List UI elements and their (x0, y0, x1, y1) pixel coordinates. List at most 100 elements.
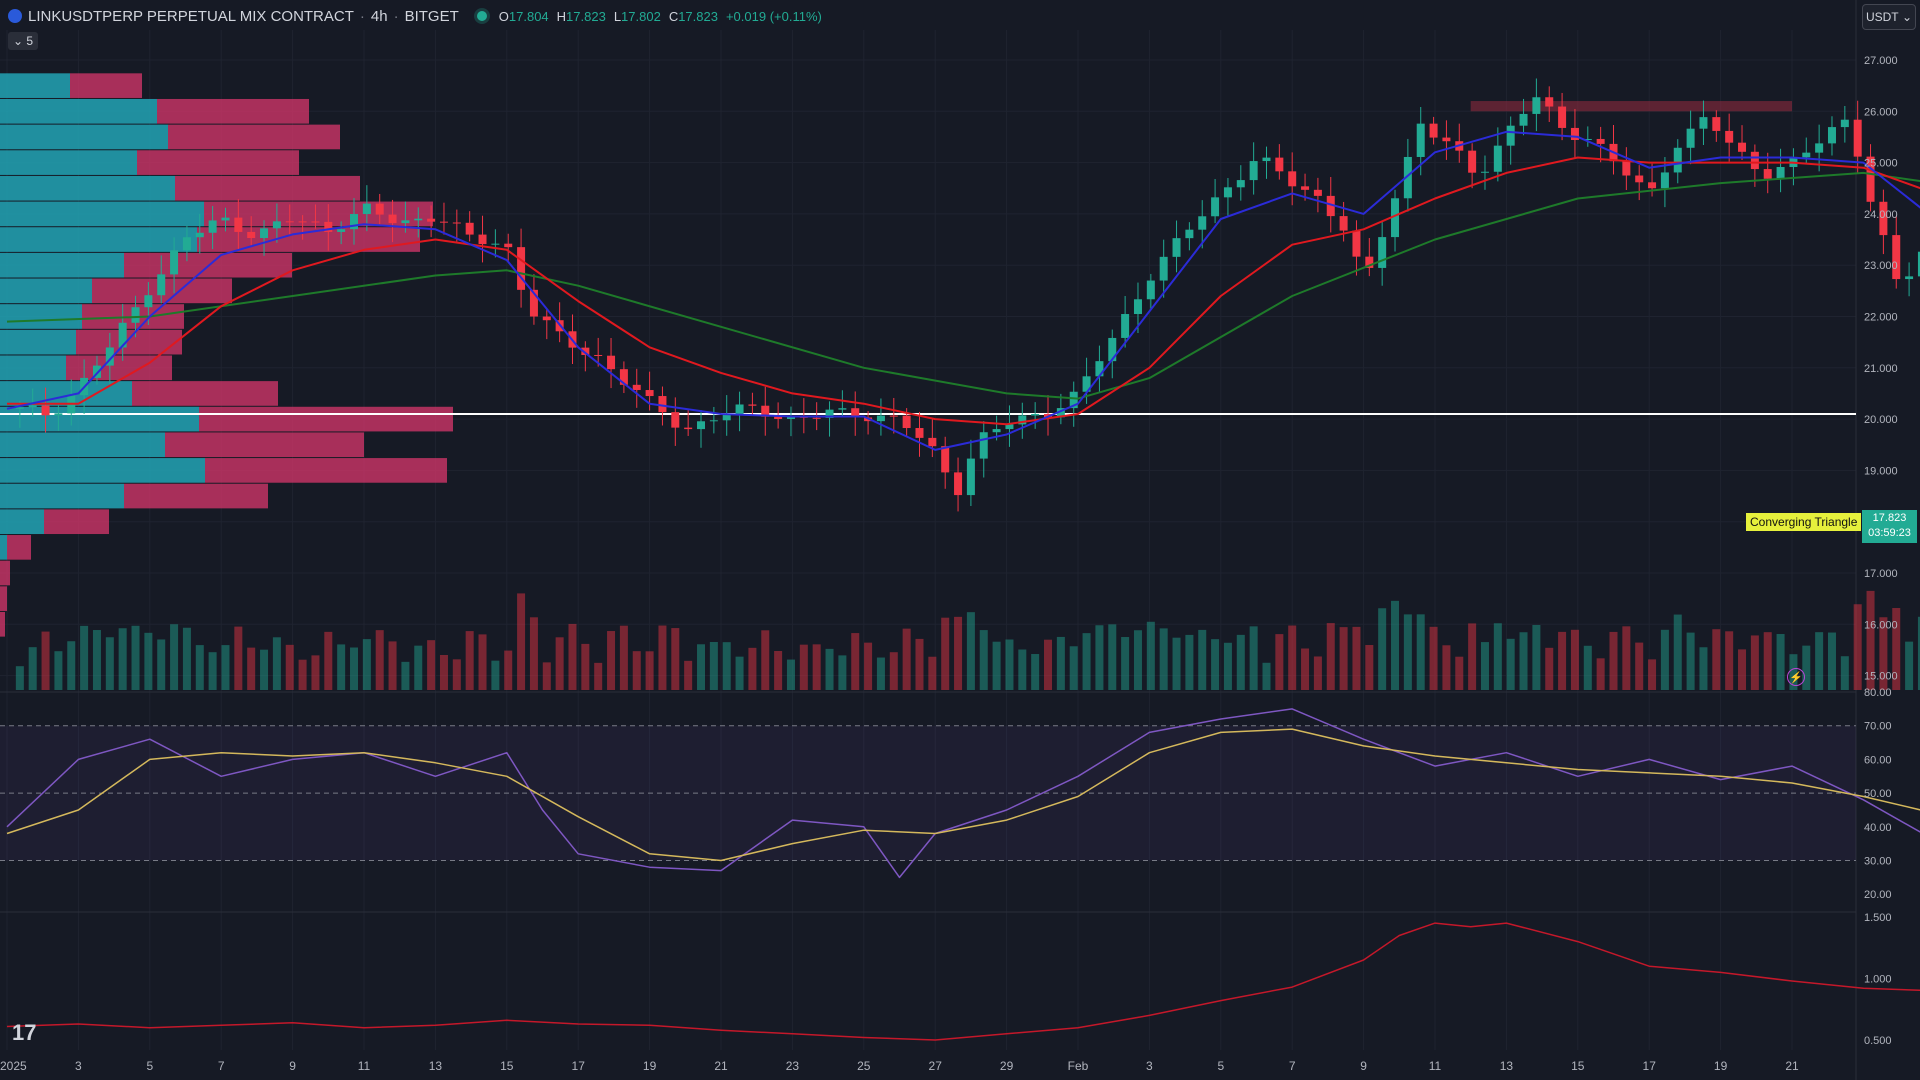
volume-profile-up-bar (0, 175, 175, 201)
candle-body (1879, 201, 1888, 236)
volume-profile-down-bar (7, 535, 31, 560)
volume-profile-up-bar (0, 73, 70, 98)
candle-body (1018, 415, 1027, 425)
price-axis-label: 17.000 (1864, 568, 1898, 580)
volume-bar (1866, 590, 1875, 690)
currency-select[interactable]: USDT ⌄ (1862, 4, 1916, 30)
indicators-collapse-button[interactable]: ⌄ 5 (8, 32, 38, 50)
time-axis-label: 9 (289, 1059, 296, 1073)
candle-body (1236, 180, 1245, 188)
volume-bar (1108, 624, 1117, 690)
volume-bar (144, 632, 153, 690)
time-axis-label: 5 (146, 1059, 153, 1073)
candle-body (1326, 195, 1335, 217)
candle-body (761, 405, 770, 417)
candle-body (1275, 157, 1284, 172)
price-axis-label: 27.000 (1864, 55, 1898, 67)
volume-profile-down-bar (199, 406, 453, 432)
time-axis-label: 13 (429, 1059, 443, 1073)
candle-body (1378, 237, 1387, 268)
volume-profile-down-bar (137, 150, 299, 175)
candle-body (1442, 137, 1451, 142)
candle-body (1211, 197, 1220, 217)
volume-bar (1455, 656, 1464, 690)
volume-profile-up-bar (0, 432, 165, 458)
volume-bar (889, 652, 898, 690)
chart-header: LINKUSDTPERP PERPETUAL MIX CONTRACT · 4h… (8, 6, 822, 26)
candle-body (1802, 152, 1811, 158)
price-axis-label: 20.000 (1864, 414, 1898, 426)
candle-body (1686, 128, 1695, 148)
volume-bar (491, 660, 500, 690)
time-axis-label: 29 (1000, 1059, 1014, 1073)
candle-body (439, 221, 448, 223)
candle-body (1712, 117, 1721, 131)
volume-bar (157, 639, 166, 690)
volume-bar (1840, 656, 1849, 690)
rsi-pane[interactable]: 80.00 70.00 60.00 50.00 40.00 30.00 20.00 (0, 687, 1920, 901)
lightning-icon[interactable]: ⚡ (1787, 668, 1805, 686)
volume-bar (362, 639, 371, 690)
pattern-label[interactable]: Converging Triangle (1746, 513, 1862, 531)
volume-bar (1288, 625, 1297, 690)
candle-body (1339, 216, 1348, 231)
volume-bar (1917, 616, 1920, 690)
volume-bar (1712, 629, 1721, 690)
candle-body (1365, 256, 1374, 268)
moving-averages (6, 130, 1920, 451)
candle-body (1545, 97, 1554, 107)
candle-body (838, 408, 847, 410)
candle-body (247, 231, 256, 239)
chevron-down-icon: ⌄ (12, 34, 24, 48)
volume-bar (1056, 636, 1065, 690)
candle-body (478, 234, 487, 245)
candle-body (1391, 198, 1400, 238)
candle-body (825, 409, 834, 418)
candle-body (465, 222, 474, 235)
candle-body (1699, 117, 1708, 129)
candle-body (504, 243, 513, 248)
tradingview-logo-icon[interactable]: 17 (12, 1020, 37, 1045)
volume-bar (1236, 634, 1245, 690)
candle-body (41, 405, 50, 416)
rsi-axis-label: 70.00 (1864, 721, 1892, 733)
volume-bar (80, 625, 89, 690)
time-axis-label: 3 (1146, 1059, 1153, 1073)
atr-pane[interactable]: 1.500 1.000 0.500 (6, 912, 1920, 1047)
candle-body (1776, 167, 1785, 179)
volume-bar (182, 627, 191, 690)
candle-body (1313, 189, 1322, 196)
volume-bar (324, 631, 333, 690)
volume-bar (1146, 621, 1155, 690)
volume-bar (1558, 631, 1567, 690)
volume-bar (1378, 608, 1387, 690)
candle-body (1622, 161, 1631, 176)
rsi-axis-label: 50.00 (1864, 788, 1892, 800)
volume-bar (452, 659, 461, 690)
candle-body (92, 365, 101, 378)
volume-bar (799, 644, 808, 690)
volume-bar (208, 652, 217, 690)
volume-bar (427, 640, 436, 690)
volume-bar (1570, 629, 1579, 690)
candle-body (632, 384, 641, 391)
volume-bar (337, 644, 346, 690)
volume-bar (439, 654, 448, 690)
separator: · (359, 7, 365, 25)
ema-fast-line (6, 130, 1920, 451)
time-axis[interactable]: 2025 3 5 7 9 11 13 15 17 19 21 23 25 27 29 Feb 3 5 7 9 11 13 1… (0, 1059, 1799, 1073)
volume-bar (1313, 656, 1322, 690)
volume-bar (1545, 647, 1554, 690)
time-axis-label: 27 (929, 1059, 943, 1073)
interval[interactable]: 4h (370, 7, 388, 25)
candle-body (195, 232, 204, 238)
candle-body (1763, 169, 1772, 179)
symbol-name[interactable]: LINKUSDTPERP PERPETUAL MIX CONTRACT (28, 7, 354, 25)
candle-body (1429, 123, 1438, 138)
volume-profile-up-bar (0, 124, 168, 150)
candle-body (1519, 113, 1528, 126)
candle-body (915, 428, 924, 438)
volume-profile-up-bar (0, 483, 124, 509)
ema-slow-line (6, 171, 1920, 400)
